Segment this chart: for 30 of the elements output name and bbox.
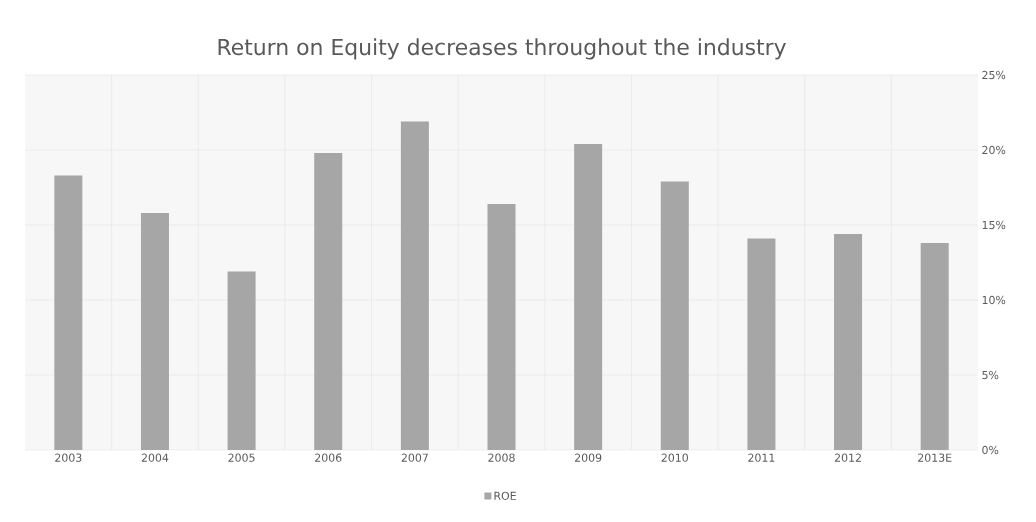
x-tick-label: 2006 [315, 453, 342, 462]
y-tick-label: 15% [982, 220, 1006, 230]
x-tick-label: 2012 [834, 453, 861, 462]
bar [660, 181, 689, 450]
bar [400, 121, 429, 450]
x-tick-label: 2007 [401, 453, 428, 462]
bar [54, 175, 83, 450]
x-tick-label: 2011 [748, 453, 775, 462]
y-tick-label: 5% [982, 370, 999, 380]
x-tick-label: 2004 [141, 453, 169, 462]
bar [140, 213, 169, 450]
bar [227, 271, 256, 450]
bar [747, 238, 776, 450]
bar [834, 234, 863, 450]
x-tick-label: 2009 [574, 453, 602, 462]
x-tick-label: 2013E [918, 453, 952, 462]
bar [574, 144, 603, 450]
bar [920, 243, 949, 450]
bar [314, 153, 343, 450]
x-tick-label: 2008 [488, 453, 515, 462]
y-tick-label: 10% [982, 295, 1006, 305]
x-tick-label: 2003 [55, 453, 82, 462]
chart-title: Return on Equity decreases throughout the industry [218, 38, 786, 60]
legend-label: ROE [494, 491, 516, 500]
y-tick-label: 25% [982, 70, 1006, 80]
bar [487, 204, 516, 450]
y-tick-label: 20% [982, 145, 1006, 155]
x-tick-label: 2005 [228, 453, 255, 462]
x-tick-label: 2010 [661, 453, 688, 462]
y-tick-label: 0% [982, 445, 999, 455]
